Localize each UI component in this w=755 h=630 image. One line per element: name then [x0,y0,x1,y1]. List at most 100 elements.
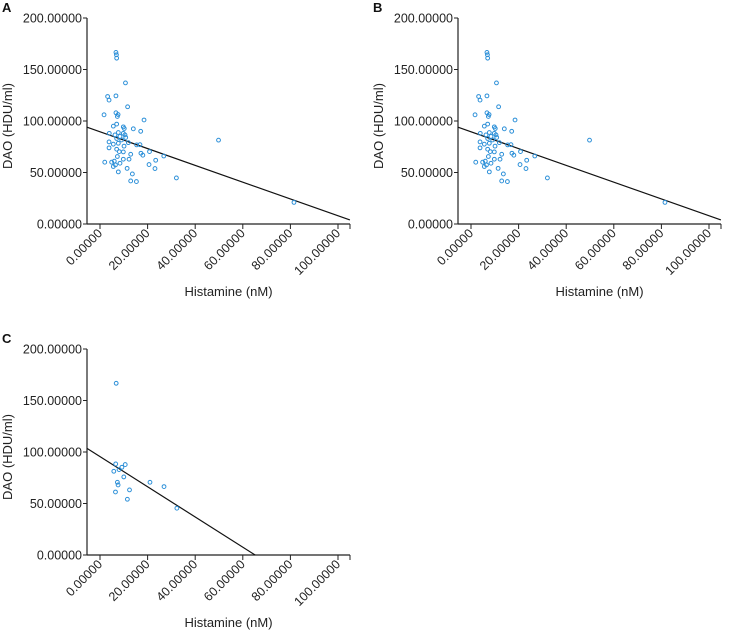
data-point [481,141,487,147]
data-point [216,137,221,143]
x-tick-label: 20.00000 [477,226,524,273]
panel-label: C [2,331,12,346]
data-point [491,149,497,155]
data-point [111,468,117,474]
x-axis-title: Histamine (nM) [555,284,643,299]
data-point [494,135,500,140]
data-point [291,199,297,205]
scatter-panel-c: C 0.00000 50.00000 100.00000 150.00000 200.00… [0,331,351,630]
data-point [495,165,501,171]
x-tick-label: 60.00000 [201,557,248,604]
panel-label: A [2,0,12,15]
data-point [124,496,130,502]
data-point [115,169,121,175]
data-point [496,140,502,146]
x-axis-title: Histamine (nM) [184,615,272,630]
y-tick-label: 150.00000 [23,394,82,408]
regression-line [457,126,722,221]
regression-line [86,126,351,221]
data-point [126,156,132,162]
data-point [127,487,132,493]
data-point [496,104,502,110]
data-point [106,97,112,103]
data-point [488,160,494,166]
data-point [101,112,107,118]
x-tick-label: 60.00000 [572,226,619,273]
data-point [499,151,505,157]
data-point [116,467,122,473]
data-point [477,97,483,103]
x-tick-label: 100.00000 [662,226,714,278]
x-tick-label: 40.00000 [154,226,201,273]
y-tick-label: 150.00000 [394,63,453,77]
data-point [106,145,112,151]
data-point [484,50,490,55]
data-point [123,80,128,86]
x-tick-label: 20.00000 [106,557,153,604]
y-axis-title: DAO (HDU/ml) [0,414,15,500]
data-point [501,126,507,132]
data-point [124,165,130,171]
y-tick-label: 50.00000 [401,166,453,180]
data-point [524,157,530,163]
data-point [106,139,112,145]
data-point [140,152,146,158]
data-point [102,159,108,165]
data-point [477,130,483,136]
data-point [662,199,668,205]
data-point [486,130,492,135]
data-point [490,137,496,143]
y-tick-label: 0.00000 [408,218,453,232]
data-point [141,117,147,123]
data-point [161,153,167,159]
data-point [113,93,119,99]
data-point [161,484,167,490]
data-point [120,156,126,162]
data-point [115,482,121,488]
data-point [532,153,538,159]
data-point [114,114,120,119]
x-tick-label: 40.00000 [525,226,572,273]
data-point [523,166,529,171]
data-point [134,179,139,184]
data-point [113,461,119,467]
data-point [512,117,518,123]
data-point [517,162,523,167]
data-point [123,135,129,140]
y-tick-label: 100.00000 [23,446,82,460]
x-tick-label: 80.00000 [249,557,296,604]
y-tick-label: 200.00000 [23,12,82,26]
data-point [173,175,179,181]
data-point [110,164,116,169]
data-point [113,380,119,386]
data-point [113,489,118,495]
y-axis-title: DAO (HDU/ml) [0,83,15,169]
data-point [121,126,127,131]
x-tick-label: 0.00000 [434,226,476,268]
data-point [487,149,493,154]
data-point [491,156,497,162]
data-point [492,143,498,149]
x-tick-label: 100.00000 [291,226,343,278]
data-point [147,479,153,485]
data-point [130,126,136,132]
data-point [119,464,125,470]
data-point [544,175,550,181]
data-point [119,137,125,143]
data-point [481,164,487,169]
x-tick-label: 60.00000 [201,226,248,273]
data-point [122,462,128,467]
panel-label: B [373,0,382,15]
data-point [484,93,490,99]
data-point [481,123,487,129]
data-point [497,156,503,162]
x-tick-label: 40.00000 [154,557,201,604]
data-point [485,146,491,152]
y-tick-label: 50.00000 [30,166,82,180]
data-point [499,178,505,184]
data-point [110,123,116,129]
data-point [121,474,127,480]
data-point [494,80,499,86]
data-point [106,130,112,136]
data-point [492,126,498,131]
